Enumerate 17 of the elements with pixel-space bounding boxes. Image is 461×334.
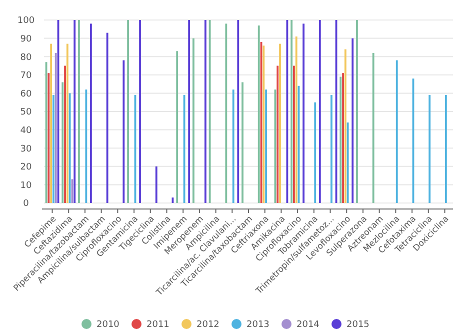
legend-label: 2015 [346,320,370,330]
y-tick-label: 10 [20,180,32,191]
y-tick-label: 50 [20,108,32,118]
y-tick-label: 60 [20,89,32,100]
y-tick-label: 40 [20,126,32,136]
y-tick-label: 80 [20,52,32,63]
y-tick-label: 20 [20,162,32,173]
y-tick-label: 70 [20,71,32,82]
y-tick-label: 0 [23,199,30,210]
legend-label: 2012 [196,320,220,330]
y-tick-label: 30 [20,144,32,154]
legend-label: 2010 [96,320,120,330]
legend-label: 2014 [296,320,320,330]
legend-label: 2013 [246,320,270,330]
y-tick-label: 90 [20,34,32,44]
y-tick-label: 100 [17,16,35,26]
legend-label: 2011 [146,320,170,330]
